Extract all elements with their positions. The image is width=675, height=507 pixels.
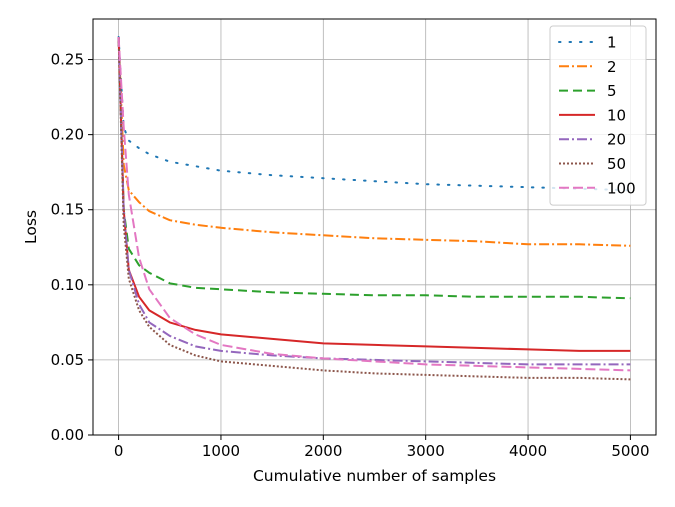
legend: 1 2 5 10 20 50 100 [549,25,647,206]
legend-label-100: 100 [607,179,636,197]
y-tick-label: 0.10 [51,276,84,294]
y-tick-label: 0.05 [51,351,84,369]
series-line-100 [117,36,631,372]
x-tick-label: 5000 [611,442,649,460]
x-tick-label: 1000 [202,442,240,460]
series-line-50 [117,36,631,381]
legend-label-10: 10 [607,106,626,124]
series-line-10 [117,36,631,352]
series-line-2 [117,36,631,247]
plot-frame [92,18,657,436]
y-tick-label: 0.15 [51,201,84,219]
x-tick-label: 0 [114,442,124,460]
legend-label-2: 2 [607,58,617,76]
y-tick-label: 0.20 [51,126,84,144]
legend-label-1: 1 [607,34,617,52]
series-line-5 [117,36,631,300]
y-axis-title: Loss [22,210,40,244]
legend-label-50: 50 [607,155,626,173]
series-line-20 [117,36,631,366]
legend-box [549,25,647,206]
x-tick-label: 3000 [407,442,445,460]
series-line-1 [117,36,632,192]
x-tick-label: 2000 [304,442,342,460]
x-axis-title: Cumulative number of samples [253,467,496,485]
y-tick-label: 0.00 [51,426,84,444]
y-tick-label: 0.25 [51,51,84,69]
legend-label-20: 20 [607,131,626,149]
x-tick-label: 4000 [509,442,547,460]
legend-label-5: 5 [607,82,617,100]
axis-ticks: 0 1000 2000 3000 4000 5000 0.00 0.05 0.10 0.15 0.2… [51,51,650,460]
series-layer [117,36,632,381]
